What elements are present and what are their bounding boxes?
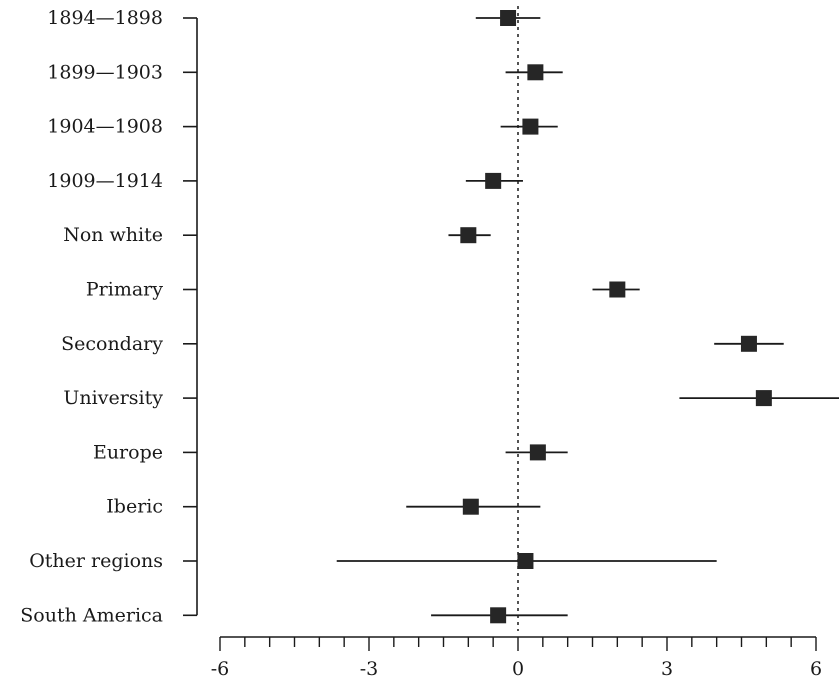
estimate-marker bbox=[755, 390, 772, 407]
category-label: South America bbox=[20, 604, 163, 626]
x-tick-label: 0 bbox=[512, 658, 524, 680]
x-tick-label: 6 bbox=[810, 658, 822, 680]
estimate-marker bbox=[490, 607, 507, 624]
category-label: Iberic bbox=[106, 496, 163, 518]
point-estimates bbox=[460, 10, 772, 624]
category-label: University bbox=[63, 387, 163, 409]
category-label: Other regions bbox=[29, 550, 163, 572]
category-label: Secondary bbox=[61, 333, 163, 355]
x-tick-label: -3 bbox=[360, 658, 379, 680]
category-label: Primary bbox=[86, 279, 163, 301]
estimate-marker bbox=[529, 444, 546, 461]
x-axis: -6 -3 0 3 6 bbox=[211, 636, 822, 680]
confidence-intervals bbox=[336, 17, 839, 617]
x-tick-label: 3 bbox=[661, 658, 673, 680]
category-label: 1904—1908 bbox=[47, 116, 163, 138]
estimate-marker bbox=[517, 553, 534, 569]
estimate-marker bbox=[485, 172, 502, 189]
estimate-marker bbox=[500, 10, 517, 26]
estimate-marker bbox=[460, 227, 477, 244]
estimate-marker bbox=[462, 498, 479, 515]
category-label: 1899—1903 bbox=[47, 61, 163, 83]
category-label: 1909—1914 bbox=[47, 170, 163, 192]
category-label: Non white bbox=[63, 224, 163, 246]
estimate-marker bbox=[527, 64, 544, 81]
category-label: 1894—1898 bbox=[47, 7, 163, 29]
y-axis: 1894—1898 1899—1903 1904—1908 1909—1914 Non … bbox=[20, 7, 198, 626]
x-tick-label: -6 bbox=[211, 658, 230, 680]
category-label: Europe bbox=[93, 441, 163, 463]
estimate-marker bbox=[522, 118, 539, 135]
estimate-marker bbox=[609, 281, 626, 298]
estimate-marker bbox=[740, 335, 757, 352]
